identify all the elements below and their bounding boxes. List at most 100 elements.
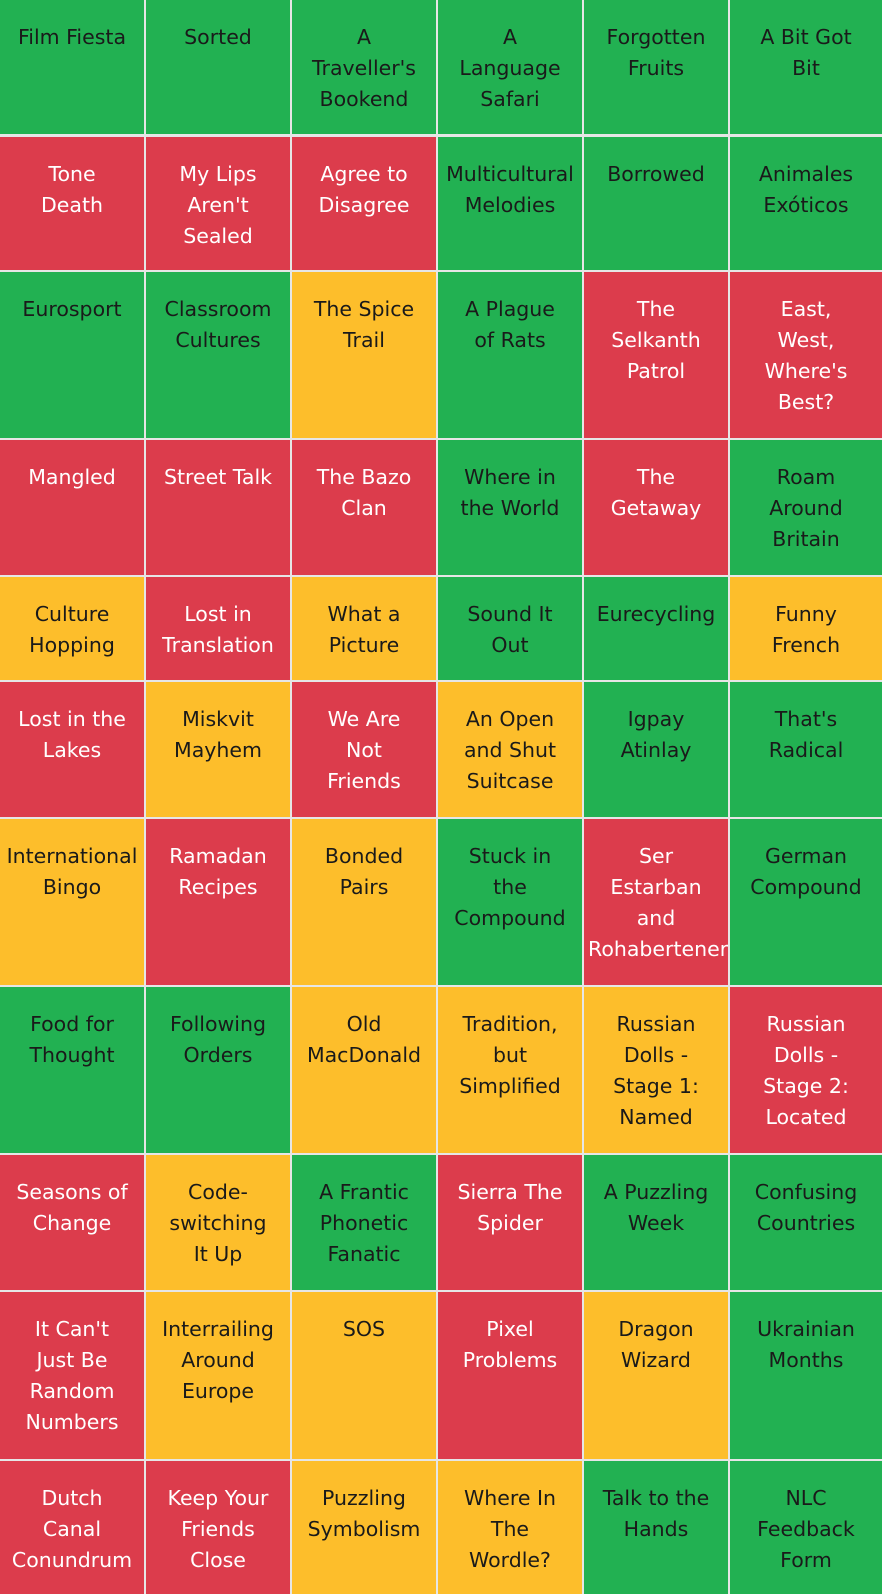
puzzle-tile[interactable]: A Bit Got Bit [730,0,882,134]
puzzle-tile[interactable]: Borrowed [584,137,728,270]
puzzle-tile[interactable]: Seasons of Change [0,1155,144,1290]
puzzle-tile[interactable]: Funny French [730,577,882,680]
puzzle-tile-title: The Bazo Clan [296,462,432,524]
puzzle-tile[interactable]: Ukrainian Months [730,1292,882,1459]
puzzle-tile-title-line: Week [627,1211,685,1235]
puzzle-tile[interactable]: Multicultural Melodies [438,137,582,270]
puzzle-tile-title: Animales Exóticos [734,159,878,221]
puzzle-tile-title: Miskvit Mayhem [150,704,286,766]
puzzle-tile-title-line: Russian [616,1012,696,1036]
puzzle-tile-title-line: Random [29,1379,115,1403]
puzzle-tile[interactable]: The Getaway [584,440,728,575]
puzzle-tile[interactable]: Street Talk [146,440,290,575]
puzzle-tile[interactable]: Mangled [0,440,144,575]
puzzle-tile-title-line: A Plague [465,297,555,321]
puzzle-tile[interactable]: Eurecycling [584,577,728,680]
puzzle-tile[interactable]: Code-switching It Up [146,1155,290,1290]
puzzle-tile-title-line: Out [491,633,529,657]
puzzle-tile[interactable]: Dragon Wizard [584,1292,728,1459]
puzzle-tile[interactable]: Dutch Canal Conundrum [0,1461,144,1594]
puzzle-tile[interactable]: A Language Safari [438,0,582,134]
puzzle-tile[interactable]: Bonded Pairs [292,819,436,985]
puzzle-tile[interactable]: Following Orders [146,987,290,1153]
puzzle-tile[interactable]: Food for Thought [0,987,144,1153]
puzzle-tile[interactable]: What a Picture [292,577,436,680]
puzzle-tile[interactable]: Keep Your Friends Close [146,1461,290,1594]
puzzle-tile-title-line: Ukrainian [757,1317,855,1341]
puzzle-tile[interactable]: Sierra The Spider [438,1155,582,1290]
puzzle-tile[interactable]: Sound It Out [438,577,582,680]
puzzle-tile[interactable]: Puzzling Symbolism [292,1461,436,1594]
puzzle-tile[interactable]: Confusing Countries [730,1155,882,1290]
puzzle-tile[interactable]: An Open and Shut Suitcase [438,682,582,817]
puzzle-tile[interactable]: Tradition, but Simplified [438,987,582,1153]
puzzle-tile[interactable]: Lost in Translation [146,577,290,680]
puzzle-tile[interactable]: Stuck in the Compound [438,819,582,985]
puzzle-tile[interactable]: Where In The Wordle? [438,1461,582,1594]
puzzle-tile-title: Sierra The Spider [442,1177,578,1239]
puzzle-tile[interactable]: The Bazo Clan [292,440,436,575]
puzzle-tile-title-line: The [636,465,676,489]
puzzle-tile[interactable]: Pixel Problems [438,1292,582,1459]
puzzle-tile[interactable]: NLC Feedback Form [730,1461,882,1594]
puzzle-tile[interactable]: Film Fiesta [0,0,144,134]
puzzle-tile-title: It Can't Just Be Random Numbers [4,1314,140,1438]
puzzle-tile[interactable]: That's Radical [730,682,882,817]
puzzle-tile-title-line: Radical [768,738,844,762]
puzzle-tile-title-line: The Spice [313,297,415,321]
puzzle-tile[interactable]: Ramadan Recipes [146,819,290,985]
puzzle-tile-title-line: Picture [328,633,400,657]
puzzle-tile[interactable]: East, West, Where's Best? [730,272,882,438]
puzzle-tile[interactable]: Russian Dolls - Stage 1: Named [584,987,728,1153]
puzzle-tile[interactable]: A Plague of Rats [438,272,582,438]
puzzle-tile-title-line: and [636,906,676,930]
puzzle-tile-title: Following Orders [150,1009,286,1071]
puzzle-tile[interactable]: Classroom Cultures [146,272,290,438]
puzzle-tile[interactable]: Eurosport [0,272,144,438]
puzzle-tile[interactable]: International Bingo [0,819,144,985]
puzzle-tile[interactable]: SOS [292,1292,436,1459]
puzzle-tile-title-line: Wizard [621,1348,691,1372]
puzzle-tile-title: Culture Hopping [4,599,140,661]
puzzle-tile-title-line: Just Be [36,1348,108,1372]
puzzle-tile-title-line: Talk to the [602,1486,710,1510]
puzzle-tile[interactable]: We Are Not Friends [292,682,436,817]
puzzle-tile-title: Eurecycling [588,599,724,630]
puzzle-tile[interactable]: Lost in the Lakes [0,682,144,817]
puzzle-tile-title-line: Disagree [318,193,410,217]
puzzle-tile[interactable]: Talk to the Hands [584,1461,728,1594]
puzzle-tile-title: Bonded Pairs [296,841,432,903]
puzzle-tile[interactable]: It Can't Just Be Random Numbers [0,1292,144,1459]
puzzle-tile[interactable]: My Lips Aren't Sealed [146,137,290,270]
puzzle-tile-title: Multicultural Melodies [442,159,578,221]
puzzle-tile[interactable]: The Spice Trail [292,272,436,438]
puzzle-tile[interactable]: The Selkanth Patrol [584,272,728,438]
puzzle-tile[interactable]: A Frantic Phonetic Fanatic [292,1155,436,1290]
puzzle-tile-title-line: The [636,297,676,321]
puzzle-tile[interactable]: Old MacDonald [292,987,436,1153]
puzzle-tile[interactable]: German Compound [730,819,882,985]
puzzle-tile[interactable]: Igpay Atinlay [584,682,728,817]
puzzle-tile[interactable]: Where in the World [438,440,582,575]
puzzle-tile[interactable]: Roam Around Britain [730,440,882,575]
puzzle-tile[interactable]: Sorted [146,0,290,134]
puzzle-tile-title-line: Compound [454,906,566,930]
puzzle-tile[interactable]: A Puzzling Week [584,1155,728,1290]
puzzle-tile-title: Ramadan Recipes [150,841,286,903]
puzzle-tile-title-line: Where In [463,1486,557,1510]
puzzle-tile[interactable]: A Traveller's Bookend [292,0,436,134]
puzzle-tile[interactable]: Russian Dolls - Stage 2: Located [730,987,882,1153]
puzzle-tile[interactable]: Ser Estarban and Rohabertener [584,819,728,985]
puzzle-tile[interactable]: Agree to Disagree [292,137,436,270]
puzzle-tile[interactable]: Animales Exóticos [730,137,882,270]
puzzle-tile-title-line: Following [169,1012,266,1036]
puzzle-tile[interactable]: Tone Death [0,137,144,270]
puzzle-tile[interactable]: Forgotten Fruits [584,0,728,134]
puzzle-tile[interactable]: Culture Hopping [0,577,144,680]
puzzle-tile[interactable]: Interrailing Around Europe [146,1292,290,1459]
puzzle-tile[interactable]: Miskvit Mayhem [146,682,290,817]
puzzle-tile-title: Talk to the Hands [588,1483,724,1545]
puzzle-tile-title-line: Hands [623,1517,689,1541]
puzzle-tile-title-line: SOS [342,1317,386,1341]
puzzle-tile-title-line: but [492,1043,528,1067]
